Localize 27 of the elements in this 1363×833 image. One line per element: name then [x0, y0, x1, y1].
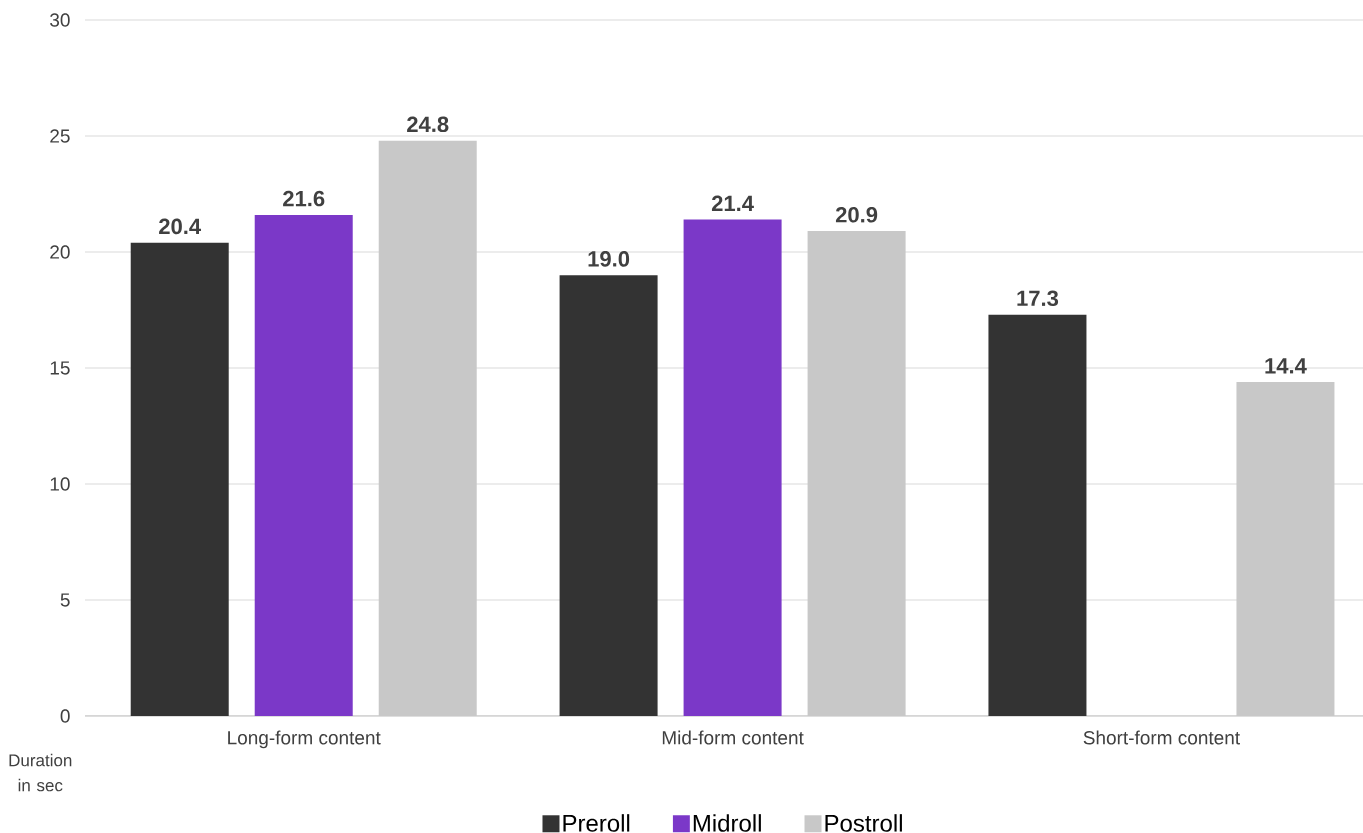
y-tick-label: 20: [50, 245, 70, 259]
bar: [683, 219, 782, 716]
bar: [130, 242, 229, 716]
y-tick-label: 5: [60, 593, 70, 607]
legend-label: Postroll: [825, 814, 902, 832]
bar: [254, 214, 353, 716]
x-tick-label: Short-form content: [1083, 730, 1240, 745]
data-label: 20.9: [835, 207, 878, 223]
y-tick-label: 25: [50, 129, 70, 143]
bar: [559, 275, 658, 716]
data-label: 17.3: [1017, 290, 1059, 307]
data-label: 19.0: [588, 251, 630, 267]
data-label: 20.4: [159, 218, 202, 235]
y-tick-label: 30: [50, 13, 70, 27]
legend-label: Midroll: [693, 814, 761, 832]
legend-label: Preroll: [563, 814, 630, 832]
y-axis-title: Duration in sec: [9, 753, 72, 792]
y-tick-label: 15: [50, 361, 70, 375]
data-label: 14.4: [1265, 358, 1307, 374]
data-label: 24.8: [407, 116, 449, 133]
bar: [988, 314, 1087, 716]
y-tick-label: 0: [60, 709, 70, 723]
y-tick-label: 10: [50, 477, 70, 491]
x-tick-label: Long-form content: [228, 730, 381, 749]
data-label: 21.4: [711, 195, 754, 211]
x-tick-label: Mid-form content: [662, 730, 804, 745]
data-label: 21.6: [283, 190, 325, 207]
